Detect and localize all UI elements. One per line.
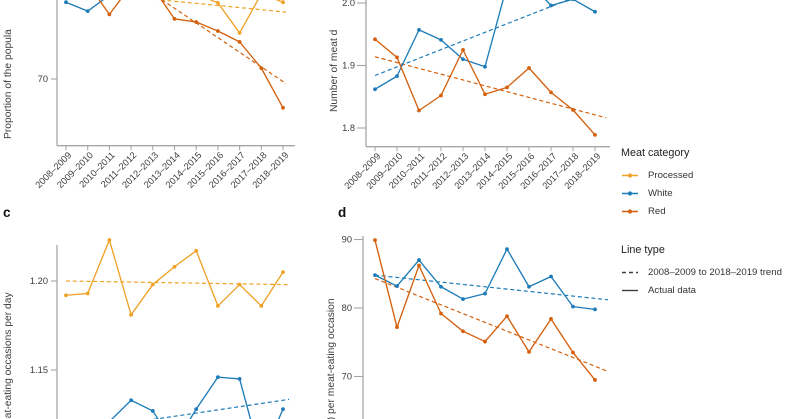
y-tick-label: 1.9 [342,61,355,71]
legend-item-white: White [621,186,800,201]
y-tick-label: 1.15 [30,365,48,375]
legend-linetype-header: Line type [621,244,665,256]
panel-b-chart: 2008–20092009–20102010–20112011–20122012… [329,0,610,191]
y-axis-label: Number of meat d [329,29,340,112]
legend-label-white: White [648,188,673,199]
legend-item-trend: 2008–2009 to 2018–2019 trend [621,265,800,280]
y-tick-label: 70 [38,74,48,84]
panel-letter-d: d [338,205,347,220]
processed-line-icon [622,173,638,178]
y-axis-label: Proportion of the popula [3,29,14,139]
legend-item-red: Red [621,204,800,219]
y-tick-label: 1.20 [30,276,48,286]
panel-letter-c: c [3,205,11,220]
legend-item-processed: Processed [621,168,800,183]
legend-label-actual: Actual data [648,285,697,296]
legend-label-red: Red [648,206,666,217]
figure-legend: Meat category Processed White Red Line t… [621,147,800,301]
legend-meat-header: Meat category [621,147,690,159]
y-tick-label: 1.8 [342,123,355,133]
y-axis-label: eat-eating occasions per day [3,291,14,419]
y-tick-label: 70 [342,372,352,382]
panel-d-chart: 90 80 70 g) per meat-eating occasion [326,235,609,419]
y-tick-label: 2.0 [342,0,355,8]
panel-c-chart: 1.20 1.15 eat-eating occasions per day [3,238,290,419]
legend-label-trend: 2008–2009 to 2018–2019 trend [648,267,782,278]
legend-item-actual: Actual data [621,283,800,298]
solid-line-icon [622,289,638,292]
panel-a-chart: 2008–20092009–20102010–20112011–20122012… [3,0,295,190]
red-line-icon [622,209,638,214]
y-tick-label: 90 [342,235,352,245]
y-tick-label: 80 [342,303,352,313]
y-axis-label: g) per meat-eating occasion [326,298,337,419]
dashed-line-icon [622,271,638,274]
legend-label-processed: Processed [648,170,694,181]
white-line-icon [622,191,638,196]
